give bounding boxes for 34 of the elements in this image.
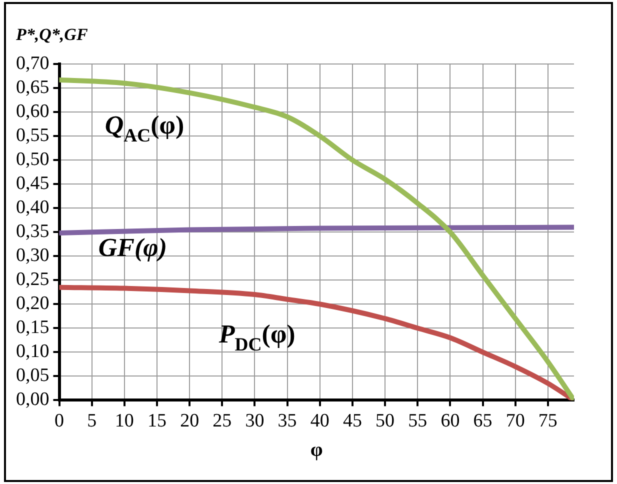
y-tick-label: 0,30 [16, 245, 50, 266]
x-tick-label: 60 [440, 410, 460, 432]
y-tick-label: 0,10 [16, 341, 50, 362]
x-tick-label: 15 [147, 410, 166, 432]
x-tick-label: 55 [408, 410, 428, 432]
x-tick-label: 75 [538, 410, 558, 432]
y-tick-label: 0,20 [16, 293, 50, 314]
y-tick-label: 0,65 [16, 77, 50, 98]
series-label: GF(φ) [98, 233, 167, 262]
x-tick-label: 25 [212, 410, 232, 432]
y-axis-title: P*,Q*,GF [15, 25, 88, 44]
y-tick-label: 0,40 [16, 197, 50, 218]
x-tick-label: 35 [278, 410, 297, 432]
x-tick-label: 20 [180, 410, 200, 432]
y-tick-label: 0,60 [16, 101, 50, 122]
y-tick-label: 0,25 [16, 269, 50, 290]
x-tick-label: 5 [87, 410, 97, 432]
y-tick-label: 0,00 [16, 389, 50, 410]
y-tick-label: 0,70 [16, 52, 50, 74]
x-tick-label: 70 [506, 410, 525, 432]
x-tick-label: 40 [310, 410, 330, 432]
x-tick-label: 0 [54, 410, 64, 432]
x-tick-label: 65 [473, 410, 492, 432]
x-tick-label: 45 [342, 410, 362, 432]
y-tick-label: 0,05 [16, 365, 50, 386]
y-tick-label: 0,15 [16, 317, 50, 338]
y-tick-label: 0,55 [16, 125, 50, 146]
y-tick-label: 0,45 [16, 173, 50, 194]
x-axis-title: φ [310, 439, 323, 461]
y-tick-label: 0,50 [16, 149, 50, 170]
y-tick-label: 0,35 [16, 221, 50, 242]
x-tick-label: 50 [376, 410, 395, 432]
x-tick-label: 30 [245, 410, 264, 432]
x-tick-label: 10 [114, 410, 134, 432]
